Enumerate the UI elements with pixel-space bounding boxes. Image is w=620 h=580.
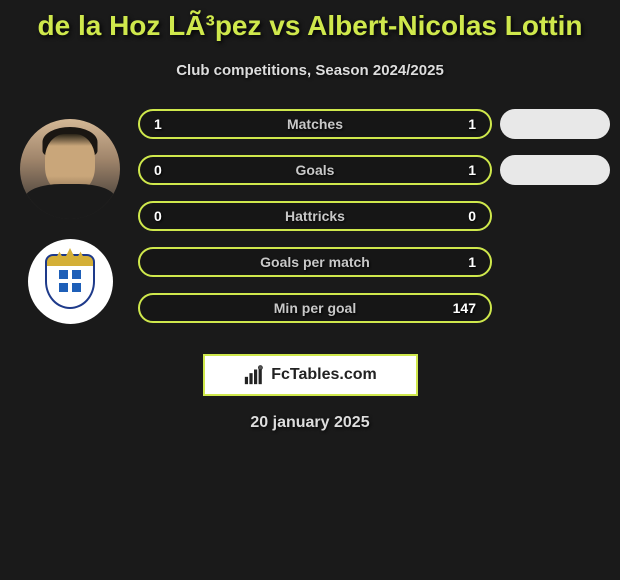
player-avatar [20, 119, 120, 219]
stat-right-value: 1 [468, 116, 476, 132]
stat-label: Hattricks [285, 208, 345, 224]
stat-pill [500, 155, 610, 185]
stat-left-value: 1 [154, 116, 162, 132]
stat-right-value: 0 [468, 208, 476, 224]
date-label: 20 january 2025 [0, 414, 620, 432]
stats-comparison-card: de la Hoz LÃ³pez vs Albert-Nicolas Lotti… [0, 0, 620, 442]
stat-row-min-per-goal: Min per goal 147 [138, 293, 492, 323]
stat-left-value: 0 [154, 162, 162, 178]
subtitle: Club competitions, Season 2024/2025 [0, 62, 620, 79]
chart-icon [243, 364, 265, 386]
stat-left-value: 0 [154, 208, 162, 224]
right-pill-column [500, 109, 610, 185]
logo-text: FcTables.com [271, 366, 377, 384]
stat-label: Goals per match [260, 254, 370, 270]
club-badge [28, 239, 113, 324]
stats-column: 1 Matches 1 0 Goals 1 0 Hattricks 0 Goal… [130, 109, 500, 323]
logo-box: FcTables.com [203, 354, 418, 396]
page-title: de la Hoz LÃ³pez vs Albert-Nicolas Lotti… [0, 10, 620, 42]
stat-row-hattricks: 0 Hattricks 0 [138, 201, 492, 231]
stat-row-goals-per-match: Goals per match 1 [138, 247, 492, 277]
stat-label: Min per goal [274, 300, 356, 316]
stat-right-value: 1 [468, 162, 476, 178]
stat-right-value: 1 [468, 254, 476, 270]
player-column [10, 109, 130, 324]
stat-pill [500, 109, 610, 139]
stat-label: Matches [287, 116, 343, 132]
stat-row-goals: 0 Goals 1 [138, 155, 492, 185]
main-content: 1 Matches 1 0 Goals 1 0 Hattricks 0 Goal… [0, 109, 620, 324]
stat-right-value: 147 [453, 300, 476, 316]
stat-label: Goals [296, 162, 335, 178]
stat-row-matches: 1 Matches 1 [138, 109, 492, 139]
